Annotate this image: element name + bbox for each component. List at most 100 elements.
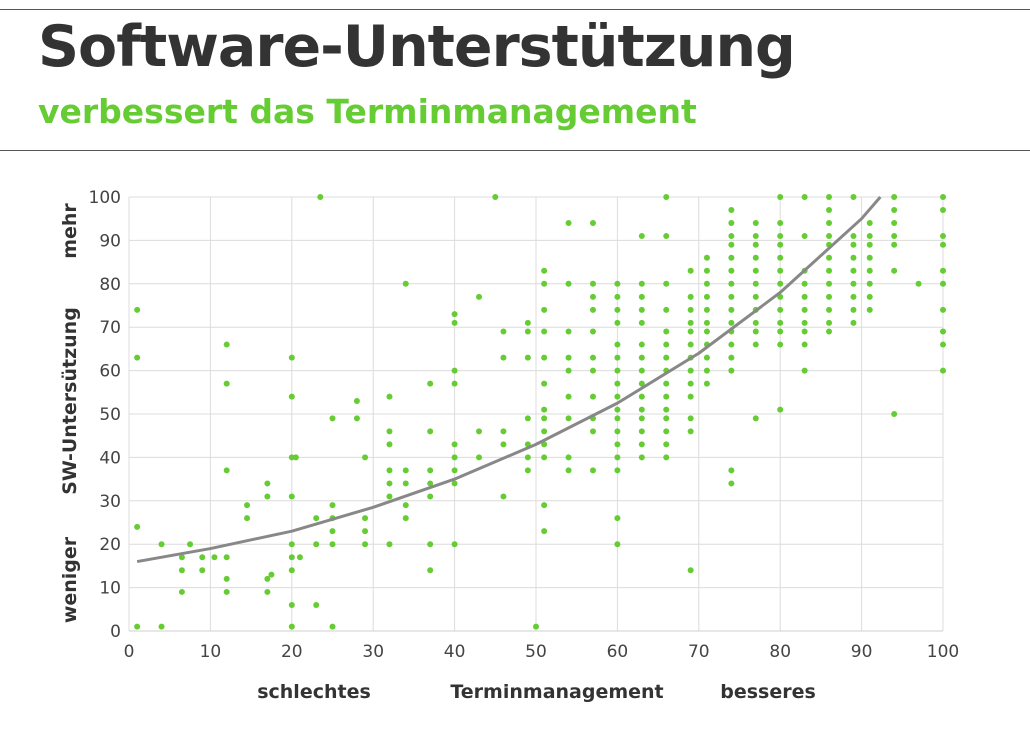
data-point [663, 306, 670, 313]
data-point [638, 293, 645, 300]
data-point [777, 241, 784, 248]
data-point [638, 454, 645, 461]
data-point [288, 554, 295, 561]
data-point [663, 328, 670, 335]
data-point [353, 415, 360, 422]
data-point [614, 293, 621, 300]
data-point [663, 441, 670, 448]
data-point [891, 233, 898, 240]
data-point [288, 493, 295, 500]
data-point [752, 280, 759, 287]
data-point [134, 306, 141, 313]
data-point [703, 319, 710, 326]
x-tick-label: 90 [851, 642, 873, 662]
data-point [728, 254, 735, 261]
data-point [687, 341, 694, 348]
data-point [134, 623, 141, 630]
data-point [752, 319, 759, 326]
data-point [866, 220, 873, 227]
data-point [850, 267, 857, 274]
data-point [801, 233, 808, 240]
data-point [386, 393, 393, 400]
x-tick-label: 10 [200, 642, 222, 662]
data-point [524, 454, 531, 461]
data-point [703, 254, 710, 261]
x-tick-label: 0 [124, 642, 135, 662]
data-point [565, 467, 572, 474]
data-point [362, 528, 369, 535]
data-point [296, 554, 303, 561]
data-point [589, 220, 596, 227]
data-point [728, 280, 735, 287]
data-point [178, 567, 185, 574]
data-point [940, 233, 946, 240]
data-point [427, 380, 434, 387]
data-point [541, 454, 548, 461]
y-tick-label: 50 [99, 405, 121, 425]
data-point [752, 328, 759, 335]
data-point [638, 354, 645, 361]
data-point [223, 588, 230, 595]
data-point [288, 567, 295, 574]
data-point [589, 354, 596, 361]
data-point [614, 406, 621, 413]
data-point [703, 354, 710, 361]
data-point [728, 367, 735, 374]
data-point [687, 380, 694, 387]
y-label-top: mehr [59, 203, 81, 259]
data-point [329, 623, 336, 630]
data-point [541, 306, 548, 313]
data-point [614, 319, 621, 326]
data-point [313, 541, 320, 548]
data-point [850, 280, 857, 287]
data-point [915, 280, 922, 287]
data-point [223, 467, 230, 474]
y-axis-ticks: 0 10 20 30 40 50 60 70 80 90 100 [89, 188, 121, 642]
data-point [288, 354, 295, 361]
data-points [134, 194, 946, 630]
data-point [614, 393, 621, 400]
data-point [589, 328, 596, 335]
data-point [728, 207, 735, 214]
data-point [638, 415, 645, 422]
data-point [663, 393, 670, 400]
data-point [777, 280, 784, 287]
data-point [386, 480, 393, 487]
data-point [728, 354, 735, 361]
data-point [638, 341, 645, 348]
data-point [663, 194, 670, 200]
data-point [638, 306, 645, 313]
data-point [353, 397, 360, 404]
data-point [541, 280, 548, 287]
data-point [223, 554, 230, 561]
data-point [524, 328, 531, 335]
data-point [451, 311, 458, 318]
data-point [614, 515, 621, 522]
data-point [524, 415, 531, 422]
data-point [533, 623, 539, 630]
data-point [451, 441, 458, 448]
data-point [940, 328, 946, 335]
data-point [777, 341, 784, 348]
data-point [703, 328, 710, 335]
data-point [158, 623, 165, 630]
data-point [801, 306, 808, 313]
data-point [427, 493, 434, 500]
data-point [891, 207, 898, 214]
y-tick-label: 30 [99, 492, 121, 512]
x-label-left: schlechtes [257, 681, 371, 703]
data-point [703, 306, 710, 313]
chart-grid [128, 196, 944, 632]
data-point [500, 328, 507, 335]
data-point [402, 502, 409, 509]
data-point [427, 428, 434, 435]
data-point [826, 280, 833, 287]
data-point [386, 493, 393, 500]
data-point [777, 194, 784, 200]
data-point [329, 541, 336, 548]
data-point [638, 280, 645, 287]
data-point [850, 319, 857, 326]
data-point [329, 415, 336, 422]
data-point [663, 415, 670, 422]
data-point [614, 280, 621, 287]
